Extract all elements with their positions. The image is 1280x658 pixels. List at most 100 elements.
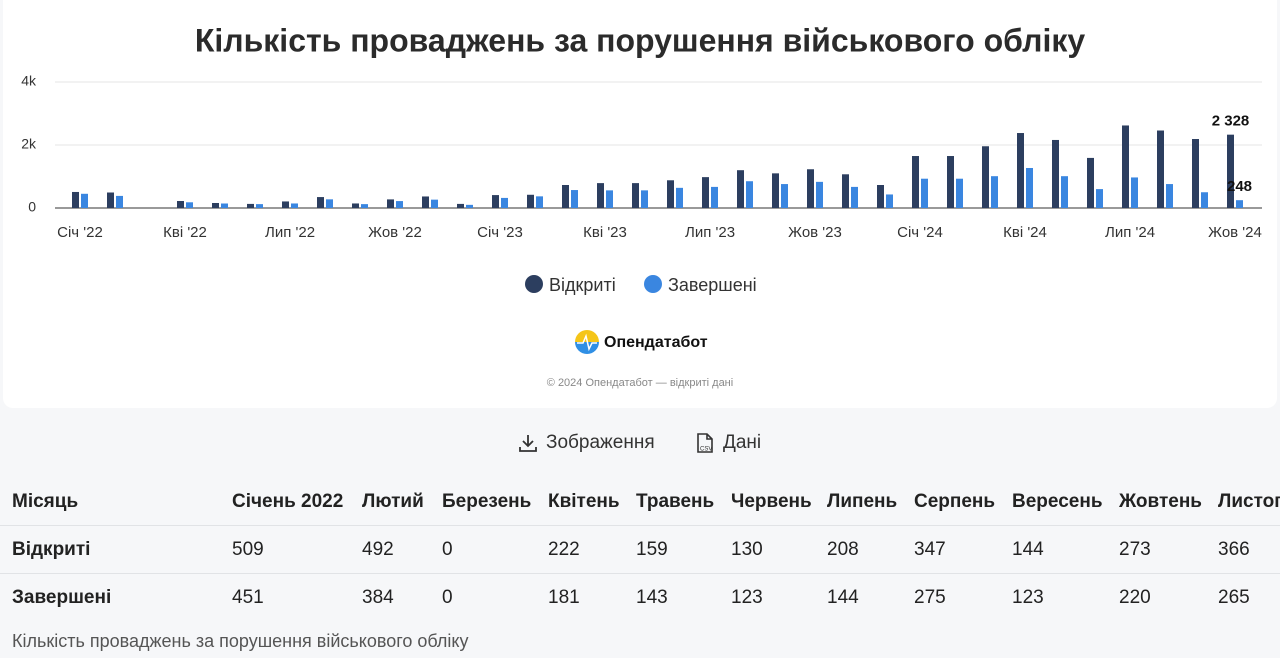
table-cell: 144: [1000, 525, 1107, 574]
table-cell: 220: [1107, 573, 1206, 620]
bar: [842, 174, 849, 208]
bar: [1026, 167, 1033, 208]
bar: [641, 190, 648, 208]
bar: [317, 197, 324, 208]
header-cell: Квітень: [536, 478, 624, 526]
header-cell: Місяць: [0, 478, 220, 526]
header-cell: Вересень: [1000, 478, 1107, 526]
table-cell: 123: [719, 573, 815, 620]
x-tick-label: Жов '24: [1208, 224, 1262, 241]
bar: [1192, 139, 1199, 208]
bar: [1122, 125, 1129, 208]
bar: [781, 184, 788, 208]
chart: Кількість проваджень за порушення військ…: [21, 22, 1262, 389]
legend-label: Відкриті: [549, 275, 616, 295]
bar: [466, 204, 473, 208]
bar: [676, 187, 683, 208]
x-tick-label: Лип '24: [1105, 224, 1155, 241]
x-tick-label: Лип '22: [265, 224, 315, 241]
table-cell: 130: [719, 525, 815, 574]
table-header-row: Місяць Січень 2022 Лютий Березень Квітень Тра…: [0, 478, 1280, 526]
button-label: Зображення: [546, 432, 655, 453]
x-tick-label: Січ '23: [477, 224, 523, 241]
bar: [737, 170, 744, 208]
bar: [107, 192, 114, 208]
bar: [212, 202, 219, 208]
bar: [352, 203, 359, 208]
y-tick-label: 0: [28, 199, 36, 215]
bar: [807, 169, 814, 208]
brand-name[interactable]: Опендатабот: [604, 334, 708, 351]
table-cell: 384: [350, 573, 430, 620]
bar: [326, 199, 333, 208]
bar: [492, 195, 499, 208]
legend-item[interactable]: Завершені: [644, 275, 757, 295]
x-tick-label: Січ '22: [57, 224, 103, 241]
header-cell: Травень: [624, 478, 719, 526]
bar: [1087, 157, 1094, 208]
bar: [1201, 192, 1208, 208]
table-cell: 492: [350, 525, 430, 574]
table-cell: 0: [430, 573, 536, 620]
bar: [81, 193, 88, 208]
bar: [606, 190, 613, 208]
bar: [702, 177, 709, 208]
table-cell: 144: [815, 573, 902, 620]
bar: [597, 183, 604, 208]
bar: [886, 194, 893, 208]
legend-item[interactable]: Відкриті: [525, 275, 616, 295]
bar: [256, 204, 263, 208]
x-tick-label: Кві '22: [163, 224, 207, 241]
table-cell: 451: [220, 573, 350, 620]
bar: [746, 181, 753, 208]
bar: [501, 197, 508, 208]
download-csv-button[interactable]: CSV Дані: [695, 432, 761, 454]
bar: [1061, 176, 1068, 208]
y-tick-label: 4k: [21, 73, 37, 89]
table-cell: 347: [902, 525, 1000, 574]
bar: [457, 203, 464, 208]
x-tick-label: Січ '24: [897, 224, 943, 241]
header-cell: Жовтень: [1107, 478, 1206, 526]
bar: [247, 203, 254, 208]
bar: [116, 195, 123, 208]
table-cell: 181: [536, 573, 624, 620]
table-row: Завершені 451 384 0 181 143 123 144 275 123 220 265: [0, 573, 1280, 620]
bar: [1017, 133, 1024, 208]
bar: [1096, 189, 1103, 208]
header-cell: Листопад: [1206, 478, 1280, 526]
table-cell: 275: [902, 573, 1000, 620]
data-label: 248: [1227, 178, 1252, 195]
data-label: 2 328: [1212, 113, 1250, 130]
bar: [1131, 177, 1138, 208]
chart-title: Кількість проваджень за порушення військ…: [195, 22, 1085, 58]
bar: [956, 178, 963, 208]
bar: [221, 203, 228, 208]
x-tick-label: Жов '23: [788, 224, 842, 241]
download-image-button[interactable]: Зображення: [518, 432, 655, 454]
bar: [1052, 139, 1059, 208]
bar: [877, 185, 884, 208]
table-container: Місяць Січень 2022 Лютий Березень Квітень Тра…: [0, 478, 1280, 620]
bar: [562, 185, 569, 208]
table-row: Відкриті 509 492 0 222 159 130 208 347 144 273 366: [0, 525, 1280, 574]
table-cell: 273: [1107, 525, 1206, 574]
bar: [396, 201, 403, 208]
header-cell: Січень 2022: [220, 478, 350, 526]
bar: [921, 178, 928, 208]
legend-marker: [644, 275, 662, 293]
table-cell: 222: [536, 525, 624, 574]
logo-pulse: [577, 333, 597, 352]
copyright: © 2024 Опендатабот — відкриті дані: [547, 377, 733, 389]
bar: [186, 202, 193, 208]
header-cell: Серпень: [902, 478, 1000, 526]
download-icon: [519, 435, 537, 452]
header-cell: Березень: [430, 478, 536, 526]
data-table: Місяць Січень 2022 Лютий Березень Квітень Тра…: [0, 478, 1280, 620]
bar: [711, 186, 718, 208]
table-cell: Завершені: [0, 573, 220, 620]
x-tick-label: Лип '23: [685, 224, 735, 241]
bar: [177, 201, 184, 208]
bar: [991, 176, 998, 208]
bar: [291, 203, 298, 208]
